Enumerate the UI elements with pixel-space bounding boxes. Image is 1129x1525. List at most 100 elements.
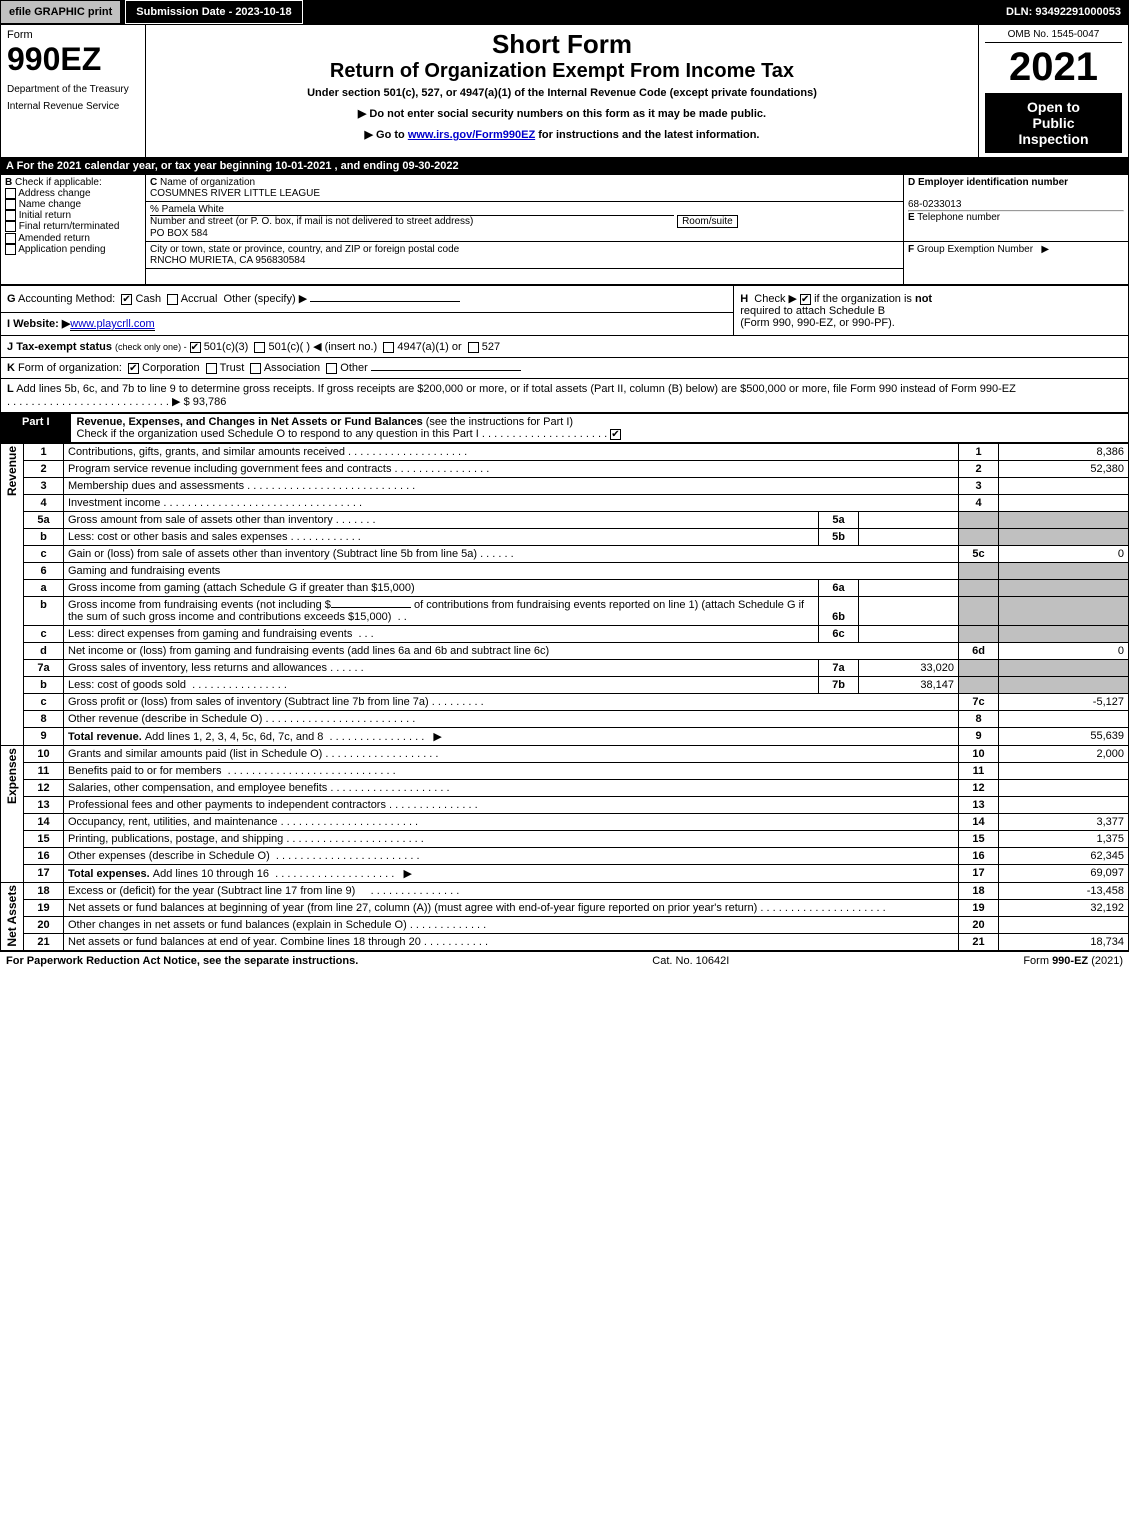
line11-desc: Benefits paid to or for members . . . . … <box>64 763 959 780</box>
assoc-checkbox[interactable] <box>250 363 261 374</box>
line6a-ln-shade <box>959 580 999 597</box>
final-return-checkbox[interactable] <box>5 221 16 232</box>
line6b-ln-shade <box>959 597 999 626</box>
section-h: H Check ▶ if the organization is not req… <box>734 286 1129 336</box>
line5a-desc: Gross amount from sale of assets other t… <box>64 512 819 529</box>
dln-label: DLN: 93492291000053 <box>1006 6 1129 18</box>
name-change-checkbox[interactable] <box>5 199 16 210</box>
other-org-label: Other <box>340 362 368 374</box>
line6d-val: 0 <box>999 643 1129 660</box>
line10-ln: 10 <box>959 746 999 763</box>
initial-return-label: Initial return <box>19 210 71 221</box>
accrual-checkbox[interactable] <box>167 294 178 305</box>
line7c-num: c <box>24 694 64 711</box>
line6-ln-shade <box>959 563 999 580</box>
part-i-header: Part I Revenue, Expenses, and Changes in… <box>0 413 1129 443</box>
revenue-label: Revenue <box>5 446 19 496</box>
line21-num: 21 <box>24 934 64 951</box>
line21-ln: 21 <box>959 934 999 951</box>
spacer <box>146 269 904 285</box>
line6b-blank[interactable] <box>331 607 411 608</box>
app-pending-label: Application pending <box>18 244 105 255</box>
part-i-sub: (see the instructions for Part I) <box>426 416 573 428</box>
section-g: G Accounting Method: Cash Accrual Other … <box>1 286 734 313</box>
trust-label: Trust <box>220 362 245 374</box>
sec-f-label: F <box>908 244 914 255</box>
line14-val: 3,377 <box>999 814 1129 831</box>
efile-print-button[interactable]: efile GRAPHIC print <box>0 0 121 24</box>
tax-exempt-label: Tax-exempt status <box>16 341 112 353</box>
line9-val: 55,639 <box>999 728 1129 746</box>
527-checkbox[interactable] <box>468 342 479 353</box>
line1-val: 8,386 <box>999 444 1129 461</box>
section-a-bar: A For the 2021 calendar year, or tax yea… <box>0 158 1129 174</box>
schedule-b-checkbox[interactable] <box>800 294 811 305</box>
line13-desc: Professional fees and other payments to … <box>64 797 959 814</box>
other-org-input[interactable] <box>371 370 521 371</box>
trust-checkbox[interactable] <box>206 363 217 374</box>
501c3-checkbox[interactable] <box>190 342 201 353</box>
line15-ln: 15 <box>959 831 999 848</box>
line5b-subval <box>859 529 959 546</box>
submission-date-label: Submission Date - 2023-10-18 <box>125 0 302 24</box>
line6a-subval <box>859 580 959 597</box>
line1-desc: Contributions, gifts, grants, and simila… <box>64 444 959 461</box>
part-i-check-text: Check if the organization used Schedule … <box>77 428 479 440</box>
acct-method-label: Accounting Method: <box>18 293 115 305</box>
tax-year: 2021 <box>985 47 1122 87</box>
line12-num: 12 <box>24 780 64 797</box>
line7b-ln-shade <box>959 677 999 694</box>
amended-return-checkbox[interactable] <box>5 233 16 244</box>
schedule-o-checkbox[interactable] <box>610 429 621 440</box>
part-i-table: Revenue 1 Contributions, gifts, grants, … <box>0 443 1129 951</box>
line7c-val: -5,127 <box>999 694 1129 711</box>
initial-return-checkbox[interactable] <box>5 210 16 221</box>
line3-num: 3 <box>24 478 64 495</box>
sec-h-not: not <box>915 293 932 305</box>
other-input[interactable] <box>310 301 460 302</box>
line12-ln: 12 <box>959 780 999 797</box>
line2-val: 52,380 <box>999 461 1129 478</box>
part-i-label: Part I <box>1 414 71 443</box>
room-label: Room/suite <box>677 215 738 228</box>
line19-desc: Net assets or fund balances at beginning… <box>64 900 959 917</box>
ein-label: Employer identification number <box>918 177 1068 188</box>
line19-num: 19 <box>24 900 64 917</box>
form-link[interactable]: www.irs.gov/Form990EZ <box>408 129 535 141</box>
corp-checkbox[interactable] <box>128 363 139 374</box>
goto-post: for instructions and the latest informat… <box>535 129 759 141</box>
cash-checkbox[interactable] <box>121 294 132 305</box>
501c3-label: 501(c)(3) <box>204 341 249 353</box>
line7a-desc: Gross sales of inventory, less returns a… <box>64 660 819 677</box>
line6b-val-shade <box>999 597 1129 626</box>
addr-change-label: Address change <box>18 188 90 199</box>
line7a-num: 7a <box>24 660 64 677</box>
line18-num: 18 <box>24 883 64 900</box>
4947-checkbox[interactable] <box>383 342 394 353</box>
website-link[interactable]: www.playcrll.com <box>70 318 154 331</box>
section-c-name: C Name of organization COSUMNES RIVER LI… <box>146 175 904 202</box>
website-label: Website: ▶ <box>13 318 70 330</box>
line11-num: 11 <box>24 763 64 780</box>
expenses-label: Expenses <box>5 748 19 804</box>
open-inspection-box: Open to Public Inspection <box>985 93 1122 153</box>
line6-desc: Gaming and fundraising events <box>64 563 959 580</box>
line6d-ln: 6d <box>959 643 999 660</box>
subtitle-under: Under section 501(c), 527, or 4947(a)(1)… <box>154 87 970 99</box>
form-header: Form 990EZ Department of the Treasury In… <box>0 24 1129 158</box>
section-i: I Website: ▶www.playcrll.com <box>1 313 734 336</box>
sec-j-label: J <box>7 341 13 353</box>
line16-val: 62,345 <box>999 848 1129 865</box>
top-bar-left: efile GRAPHIC print Submission Date - 20… <box>0 0 303 24</box>
sec-l-text: Add lines 5b, 6c, and 7b to line 9 to de… <box>16 383 1016 395</box>
line5a-sub: 5a <box>819 512 859 529</box>
sections-bcd: B Check if applicable: Address change Na… <box>0 174 1129 285</box>
other-org-checkbox[interactable] <box>326 363 337 374</box>
501c-checkbox[interactable] <box>254 342 265 353</box>
app-pending-checkbox[interactable] <box>5 244 16 255</box>
section-b: B Check if applicable: Address change Na… <box>1 175 146 285</box>
line4-num: 4 <box>24 495 64 512</box>
section-c-city: City or town, state or province, country… <box>146 242 904 269</box>
line7a-subval: 33,020 <box>859 660 959 677</box>
addr-change-checkbox[interactable] <box>5 188 16 199</box>
